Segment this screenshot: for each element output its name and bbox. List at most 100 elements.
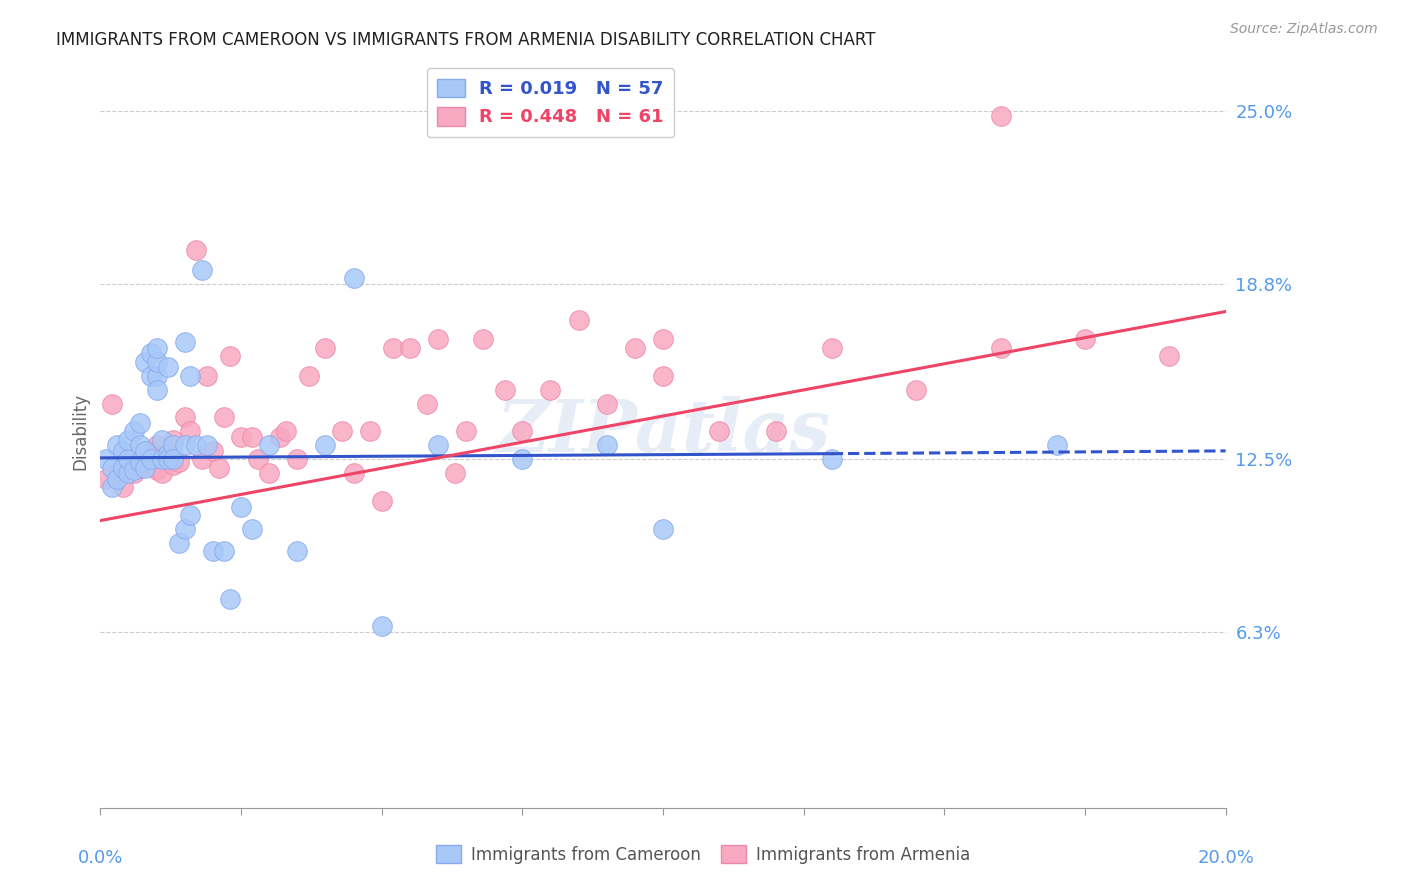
Point xyxy=(122,425,145,439)
Point xyxy=(274,425,297,439)
Point xyxy=(285,544,308,558)
Point xyxy=(1046,438,1069,452)
Point xyxy=(269,430,291,444)
Point xyxy=(652,333,675,347)
Point xyxy=(342,271,364,285)
Point xyxy=(568,313,591,327)
Point xyxy=(821,452,844,467)
Point xyxy=(330,425,353,439)
Point xyxy=(765,425,787,439)
Point xyxy=(122,463,145,477)
Point xyxy=(212,544,235,558)
Point xyxy=(709,425,731,439)
Point xyxy=(162,452,184,467)
Point xyxy=(117,452,139,467)
Point xyxy=(167,536,190,550)
Point xyxy=(195,438,218,452)
Point xyxy=(111,460,134,475)
Point xyxy=(145,383,167,397)
Point xyxy=(510,452,533,467)
Point xyxy=(195,368,218,383)
Point xyxy=(246,452,269,467)
Point xyxy=(94,452,117,467)
Point xyxy=(821,341,844,355)
Point xyxy=(128,416,150,430)
Point xyxy=(117,466,139,480)
Point xyxy=(201,443,224,458)
Point xyxy=(145,438,167,452)
Point xyxy=(139,452,162,467)
Point xyxy=(426,333,449,347)
Point xyxy=(494,383,516,397)
Point xyxy=(314,341,336,355)
Text: 0.0%: 0.0% xyxy=(77,849,124,867)
Point xyxy=(596,438,619,452)
Point xyxy=(381,341,404,355)
Point xyxy=(370,619,392,633)
Text: IMMIGRANTS FROM CAMEROON VS IMMIGRANTS FROM ARMENIA DISABILITY CORRELATION CHART: IMMIGRANTS FROM CAMEROON VS IMMIGRANTS F… xyxy=(56,31,876,49)
Point xyxy=(229,500,252,514)
Point xyxy=(173,335,195,350)
Point xyxy=(117,452,139,467)
Point xyxy=(257,438,280,452)
Point xyxy=(240,430,263,444)
Point xyxy=(173,438,195,452)
Point xyxy=(184,438,207,452)
Point xyxy=(240,522,263,536)
Point xyxy=(139,368,162,383)
Point xyxy=(162,433,184,447)
Text: ZIPatlas: ZIPatlas xyxy=(496,396,830,467)
Point xyxy=(179,508,201,522)
Point xyxy=(190,452,212,467)
Point xyxy=(94,472,117,486)
Point xyxy=(145,368,167,383)
Point xyxy=(134,443,156,458)
Point xyxy=(510,425,533,439)
Point xyxy=(652,522,675,536)
Text: 20.0%: 20.0% xyxy=(1197,849,1254,867)
Point xyxy=(156,360,179,375)
Legend: Immigrants from Cameroon, Immigrants from Armenia: Immigrants from Cameroon, Immigrants fro… xyxy=(429,838,977,871)
Point xyxy=(905,383,928,397)
Point xyxy=(128,438,150,452)
Point xyxy=(145,341,167,355)
Point xyxy=(179,425,201,439)
Point xyxy=(990,110,1012,124)
Point xyxy=(218,349,240,363)
Point xyxy=(145,354,167,368)
Point xyxy=(359,425,381,439)
Y-axis label: Disability: Disability xyxy=(72,392,89,470)
Point xyxy=(128,455,150,469)
Point xyxy=(297,368,319,383)
Point xyxy=(1159,349,1181,363)
Point xyxy=(134,460,156,475)
Point xyxy=(156,452,179,467)
Point xyxy=(652,368,675,383)
Point xyxy=(443,466,465,480)
Legend: R = 0.019   N = 57, R = 0.448   N = 61: R = 0.019 N = 57, R = 0.448 N = 61 xyxy=(426,68,675,137)
Point xyxy=(100,460,122,475)
Point xyxy=(285,452,308,467)
Point xyxy=(122,466,145,480)
Point xyxy=(596,396,619,410)
Point xyxy=(173,410,195,425)
Point xyxy=(139,346,162,360)
Point xyxy=(370,494,392,508)
Point xyxy=(540,383,562,397)
Point xyxy=(471,333,494,347)
Point xyxy=(167,455,190,469)
Point xyxy=(454,425,477,439)
Point xyxy=(111,443,134,458)
Point xyxy=(218,591,240,606)
Point xyxy=(162,458,184,472)
Point xyxy=(139,443,162,458)
Point xyxy=(212,410,235,425)
Point xyxy=(207,460,229,475)
Point xyxy=(156,452,179,467)
Point xyxy=(257,466,280,480)
Point xyxy=(624,341,647,355)
Point xyxy=(150,452,173,467)
Point xyxy=(100,480,122,494)
Point xyxy=(229,430,252,444)
Point xyxy=(184,244,207,258)
